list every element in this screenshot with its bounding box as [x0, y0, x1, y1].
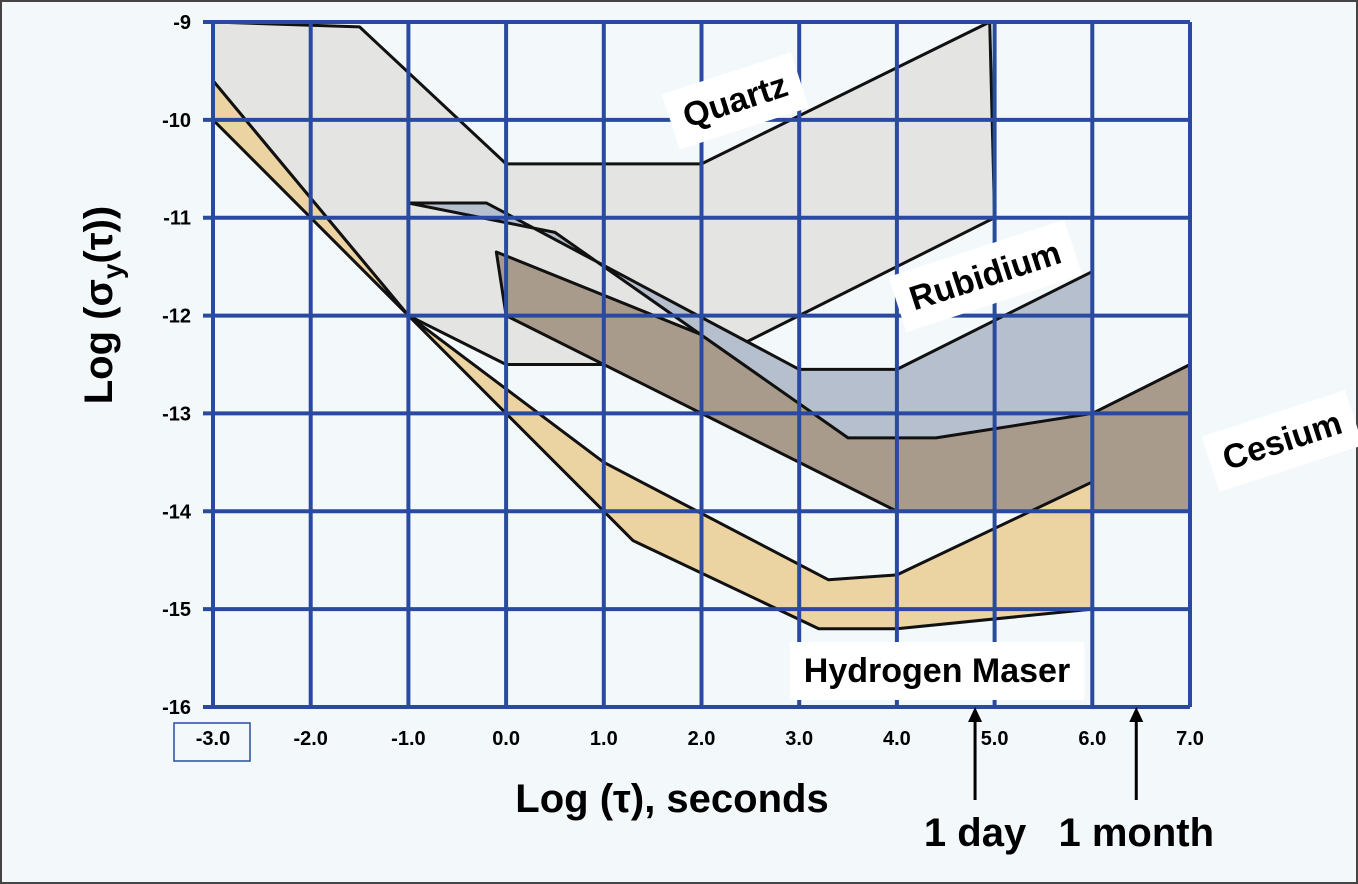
x-tick-label: 6.0 — [1078, 728, 1106, 750]
arrow-head — [1129, 707, 1144, 722]
x-tick-label: -2.0 — [293, 728, 327, 750]
label-background — [789, 642, 1085, 700]
x-tick-label: 1.0 — [590, 728, 618, 750]
y-tick-label: -15 — [162, 599, 191, 621]
y-tick-label: -10 — [162, 110, 191, 132]
annotation-label: 1 day — [924, 811, 1027, 855]
label-background — [1201, 390, 1358, 492]
label-background — [888, 219, 1083, 333]
x-tick-label: 5.0 — [981, 728, 1009, 750]
tick-highlight — [173, 722, 251, 762]
y-tick-label: -13 — [162, 403, 191, 425]
x-tick-label: 4.0 — [883, 728, 911, 750]
x-axis-title: Log (τ), seconds — [515, 777, 828, 821]
y-tick-label: -11 — [163, 208, 191, 230]
label-background — [661, 52, 809, 150]
x-tick-label: -1.0 — [391, 728, 425, 750]
x-tick-label: 2.0 — [688, 728, 716, 750]
y-tick-label: -9 — [173, 12, 191, 34]
y-axis-title: Log (σy(τ)) — [77, 206, 128, 405]
y-tick-label: -14 — [162, 501, 192, 523]
y-tick-label: -12 — [162, 306, 191, 328]
y-title-sub: y — [97, 263, 128, 279]
y-tick-label: -16 — [162, 697, 191, 719]
x-tick-label: 3.0 — [785, 728, 813, 750]
x-tick-label: -3.0 — [196, 728, 230, 750]
x-tick-label: 7.0 — [1176, 728, 1204, 750]
region-label-group: Hydrogen Maser — [789, 642, 1085, 700]
y-title-part: (τ)) — [77, 206, 121, 264]
annotation-label: 1 month — [1058, 811, 1214, 855]
region-label: Hydrogen Maser — [804, 652, 1070, 690]
arrow-head — [968, 707, 983, 722]
y-title-part: Log (σ — [77, 279, 121, 404]
x-tick-label: 0.0 — [492, 728, 520, 750]
